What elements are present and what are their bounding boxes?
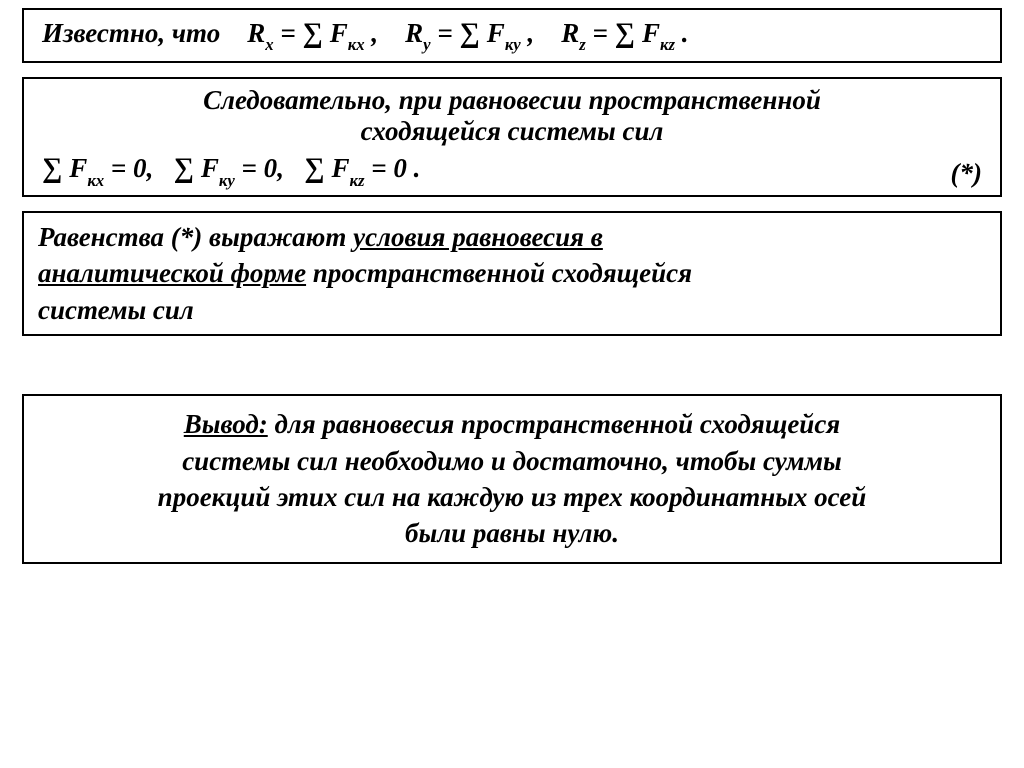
sum-sign: ∑ (304, 153, 331, 184)
sym-F: F (201, 153, 219, 183)
eq-ry: Ry = ∑ Fкy , (405, 18, 561, 48)
sym-R: R (561, 18, 579, 48)
page: Известно, что Rx = ∑ Fкx , Ry = ∑ Fкy , … (0, 0, 1024, 768)
text-prefix: Известно, что (42, 18, 240, 48)
line2: сходящейся системы сил (38, 116, 986, 147)
sym-F: F (331, 153, 349, 183)
sym-F: F (330, 18, 348, 48)
sumFkx: ∑ Fкx = 0, (42, 153, 174, 183)
sum-sign: ∑ (615, 18, 642, 49)
consequence-box: Следовательно, при равновесии пространст… (22, 77, 1002, 196)
sym-F: F (642, 18, 660, 48)
sub-kx: кx (348, 35, 365, 54)
conclusion-box: Вывод: для равновесия пространственной с… (22, 394, 1002, 564)
sum-sign: ∑ (42, 153, 69, 184)
concl-line2: системы сил необходимо и достаточно, что… (52, 443, 972, 479)
eq-sign: = (274, 18, 303, 48)
sumFkz: ∑ Fкz = 0 . (304, 153, 420, 183)
conclusion-lead: Вывод: (184, 409, 268, 439)
text: Равенства (*) выражают (38, 222, 353, 252)
sum-sign: ∑ (460, 18, 487, 49)
concl-line3: проекций этих сил на каждую из трех коор… (52, 479, 972, 515)
comma: , (521, 18, 555, 48)
eq-sign: = (586, 18, 615, 48)
eq-sign: = (431, 18, 460, 48)
comma: , (277, 153, 297, 183)
definition-box: Равенства (*) выражают условия равновеси… (22, 211, 1002, 336)
period: . (675, 18, 689, 48)
text: пространственной сходящейся (306, 258, 692, 288)
sum-sign: ∑ (174, 153, 201, 184)
sym-R: R (247, 18, 265, 48)
underline-part1: условия равновесия в (353, 222, 603, 252)
comma: , (365, 18, 399, 48)
def-line2: аналитической форме пространственной схо… (38, 255, 986, 291)
sub-kz: кz (660, 35, 675, 54)
sym-R: R (405, 18, 423, 48)
def-line3: системы сил (38, 292, 986, 328)
underline-part2: аналитической форме (38, 258, 306, 288)
def-line1: Равенства (*) выражают условия равновеси… (38, 219, 986, 255)
sub-x: x (265, 35, 273, 54)
eq-zero: = 0 (235, 153, 277, 183)
sym-F: F (487, 18, 505, 48)
equilibrium-equations: ∑ Fкx = 0, ∑ Fкy = 0, ∑ Fкz = 0 . (*) (38, 147, 986, 188)
equations-left: ∑ Fкx = 0, ∑ Fкy = 0, ∑ Fкz = 0 . (42, 153, 420, 188)
sym-F: F (69, 153, 87, 183)
concl-line4: были равны нулю. (52, 515, 972, 551)
eq-rz: Rz = ∑ Fкz . (561, 18, 688, 48)
sub-z: z (579, 35, 586, 54)
eq-zero: = 0 (365, 153, 407, 183)
sub-kx: кx (87, 171, 104, 190)
sub-y: y (423, 35, 430, 54)
eq-rx: Rx = ∑ Fкx , (247, 18, 405, 48)
text: для равновесия пространственной сходящей… (268, 409, 840, 439)
sumFky: ∑ Fкy = 0, (174, 153, 305, 183)
period: . (407, 153, 421, 183)
sub-ky: кy (219, 171, 235, 190)
sub-kz: кz (350, 171, 365, 190)
sub-ky: кy (505, 35, 521, 54)
known-formulas-box: Известно, что Rx = ∑ Fкx , Ry = ∑ Fкy , … (22, 8, 1002, 63)
sum-sign: ∑ (302, 18, 329, 49)
concl-line1: Вывод: для равновесия пространственной с… (52, 406, 972, 442)
eq-zero: = 0 (104, 153, 146, 183)
line1: Следовательно, при равновесии пространст… (38, 85, 986, 116)
star-marker: (*) (951, 158, 982, 189)
comma: , (147, 153, 167, 183)
